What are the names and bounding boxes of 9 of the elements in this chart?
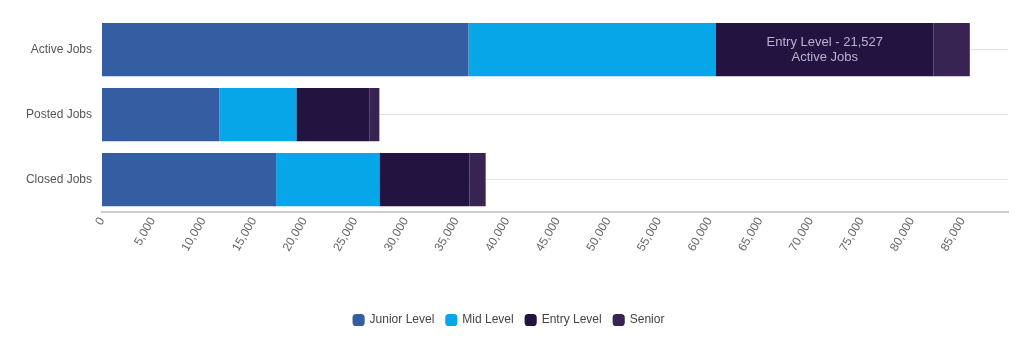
y-tick-label: Posted Jobs xyxy=(25,106,92,121)
y-tick-label: Active Jobs xyxy=(30,41,92,56)
legend-label: Junior Level xyxy=(369,312,435,327)
y-tick-label: Closed Jobs xyxy=(25,171,92,186)
legend-label: Mid Level xyxy=(462,312,514,327)
legend-label: Entry Level xyxy=(541,312,602,327)
annotation: Entry Level - 21,527 Active Jobs xyxy=(766,33,883,64)
legend-label: Senior xyxy=(629,312,665,327)
x-tick-label: 0 xyxy=(92,214,108,228)
